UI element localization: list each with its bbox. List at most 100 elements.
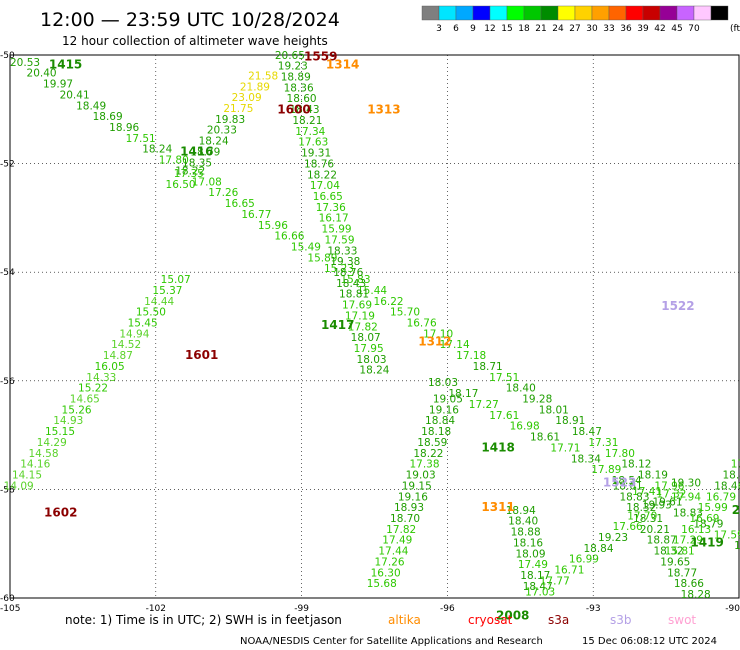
wave-height-label: 17.51 [489, 372, 519, 384]
colorbar-swatch [557, 5, 576, 21]
wave-height-label: 17.08 [192, 176, 222, 188]
wave-height-label: 19.16 [429, 404, 459, 416]
wave-height-label: 18.22 [413, 448, 443, 460]
colorbar-swatch [421, 5, 440, 21]
wave-height-label: 19.83 [215, 114, 245, 126]
wave-height-label: 19.93 [642, 499, 672, 511]
wave-height-label: 20.40 [27, 68, 57, 80]
x-tick-label: -93 [586, 604, 601, 614]
wave-height-label: 19.97 [43, 79, 73, 91]
wave-height-label: 18.60 [287, 93, 317, 105]
satellite-legend: jason altika cryosat s3a s3b swot [309, 613, 696, 627]
colorbar-label: 42 [654, 24, 665, 34]
wave-height-label: 18.54 [612, 475, 642, 487]
wave-height-label: 15.37 [152, 285, 182, 297]
wave-height-label: 16.65 [313, 191, 343, 203]
x-tick-label: -105 [0, 604, 20, 614]
colorbar-label: 45 [671, 24, 682, 34]
wave-height-label: 16.05 [95, 361, 125, 373]
colorbar-swatch [472, 5, 491, 21]
colorbar-label: 18 [518, 24, 530, 34]
wave-height-label: 18.33 [327, 245, 357, 257]
pass-label: 1418 [481, 440, 514, 454]
wave-height-label: 18.82 [722, 470, 740, 482]
wave-height-label: 16.66 [274, 231, 304, 243]
wave-height-label: 17.95 [354, 343, 384, 355]
wave-height-label: 15.26 [62, 404, 92, 416]
wave-height-label: 20.33 [207, 125, 237, 137]
wave-height-label: 18.12 [621, 459, 651, 471]
pass-label: 1522 [661, 299, 694, 313]
wave-height-label: 17.94 [671, 491, 701, 503]
colorbar-swatch [523, 5, 542, 21]
observations: 20.5320.4019.9720.4118.4918.6918.9617.51… [4, 50, 740, 601]
wave-height-label: 17.63 [298, 137, 328, 149]
wave-height-label: 16.99 [569, 554, 599, 566]
wave-height-label: 18.89 [281, 72, 311, 84]
wave-height-label: 14.33 [86, 372, 116, 384]
legend-swot: swot [668, 613, 696, 627]
wave-height-label: 17.71 [550, 442, 580, 454]
wave-height-label: 17.80 [605, 448, 635, 460]
y-tick-label: -56 [0, 377, 15, 387]
wave-height-label: 18.09 [515, 548, 545, 560]
wave-height-label: 18.18 [421, 426, 451, 438]
wave-height-label: 19.23 [598, 532, 628, 544]
y-tick-label: -54 [0, 268, 15, 278]
wave-height-label: 16.50 [166, 179, 196, 191]
wave-height-label: 15.96 [258, 220, 288, 232]
wave-height-label: 18.70 [390, 513, 420, 525]
wave-height-label: 17.41 [632, 486, 662, 498]
pass-label: 1415 [49, 58, 82, 72]
wave-height-label: 15.22 [78, 383, 108, 395]
wave-height-label: 18.83 [619, 491, 649, 503]
wave-height-label: 17.51 [126, 133, 156, 145]
pass-label: 1312 [418, 335, 451, 349]
wave-height-label: 17.18 [456, 350, 486, 362]
wave-height-label: 17.10 [423, 328, 453, 340]
wave-height-label: 17.19 [345, 310, 375, 322]
wave-height-label: 18.17 [520, 570, 550, 582]
wave-height-label: 14.58 [28, 448, 58, 460]
wave-height-label: 18.43 [336, 278, 366, 290]
wave-height-label: 18.46 [714, 480, 740, 492]
wave-height-label: 16.17 [319, 213, 349, 225]
footer-timestamp: 15 Dec 06:08:12 UTC 2024 [582, 636, 717, 647]
wave-height-label: 15.68 [367, 578, 397, 590]
colorbar-label: 3 [436, 24, 442, 34]
wave-height-label: 18.16 [513, 537, 543, 549]
wave-height-label: 16.98 [510, 421, 540, 433]
colorbar-swatch [489, 5, 508, 21]
x-tick-label: -90 [725, 604, 740, 614]
colorbar-label: 12 [484, 24, 495, 34]
wave-height-label: 18.40 [508, 516, 538, 528]
colorbar-swatch [506, 5, 525, 21]
wave-height-label: 18.61 [530, 432, 560, 444]
wave-height-label: 15.07 [161, 274, 191, 286]
wave-height-label: 14.87 [103, 350, 133, 362]
wave-height-label: 19.03 [406, 470, 436, 482]
wave-height-label: 18.22 [307, 169, 337, 181]
wave-height-label: 20.21 [640, 524, 670, 536]
wave-height-label: 18.87 [647, 535, 677, 547]
legend-s3a: s3a [548, 613, 569, 627]
wave-height-label: 17.49 [518, 559, 548, 571]
wave-height-label: 18.93 [394, 502, 424, 514]
wave-height-label: 18.01 [539, 404, 569, 416]
wave-height-label: 18.76 [304, 158, 334, 170]
colorbar-swatch [540, 5, 559, 21]
wave-height-label: 18.07 [351, 332, 381, 344]
wave-height-label: 17.04 [310, 180, 340, 192]
colorbar-label: 30 [586, 24, 598, 34]
wave-height-label: 18.94 [506, 505, 536, 517]
wave-height-label: 18.88 [511, 527, 541, 539]
wave-height-label: 18.22 [175, 165, 205, 177]
wave-height-label: 19.05 [433, 394, 463, 406]
colorbar-label: 39 [637, 24, 649, 34]
wave-height-label: 18.43 [289, 104, 319, 116]
wave-height-label: 17.96 [654, 480, 684, 492]
wave-height-label: 18.91 [555, 415, 585, 427]
wave-height-label: 17.69 [342, 300, 372, 312]
